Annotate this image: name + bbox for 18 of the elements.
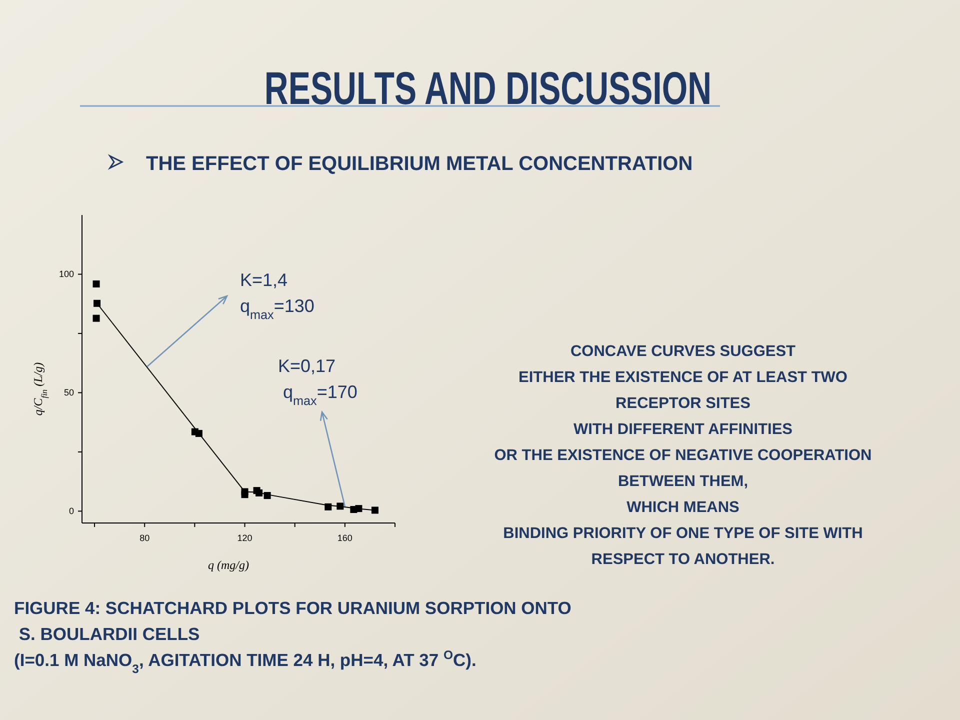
x-axis-title: q (mg/g) (208, 558, 249, 572)
text: RESULTS AND DISCUSSION (264, 64, 712, 114)
point (92, 280, 100, 288)
caption: FIGURE 4: SCHATCHARD PLOTS FOR URANIUM SORPTION ONTO S. BOULARDII CELLS (I=0.1 M NaNO$_{3}$, AGITATION TIME 24 H, pH=4, AT 37 $^{O}$C). (14, 598, 572, 676)
y-tick-label: 100 (58, 269, 74, 280)
x-tick-label: 160 (337, 533, 352, 543)
chart-subtitle: THE EFFECT OF EQUILIBRIUM METAL CONCENTRATION (146, 153, 693, 175)
point (241, 491, 248, 498)
y-tick-label: 50 (64, 388, 74, 398)
annotation: K=0,17 q$_{max}$=170 (278, 356, 358, 408)
point (92, 314, 100, 322)
y-tick-label: 0 (68, 506, 74, 516)
point (371, 506, 378, 514)
text: CONCAVE CURVES SUGGEST EITHER THE EXISTENCE OF AT LEAST TWO RECEPTOR SITES WITH DIFFERENT AFFINITIES OR THE EXISTENCE OF NEGATIVE COOPERATION BETWEEN THEM, WHICH MEANS BINDING PRIORITY OF ONE TYPE OF SITE WITH RESPECT TO ANOTHER. (494, 343, 872, 568)
x-tick-label: 120 (237, 533, 252, 543)
point (94, 300, 101, 307)
annotation: K=1,4 q$_{max}$=130 (240, 270, 314, 322)
x-tick-label: 80 (140, 533, 150, 543)
